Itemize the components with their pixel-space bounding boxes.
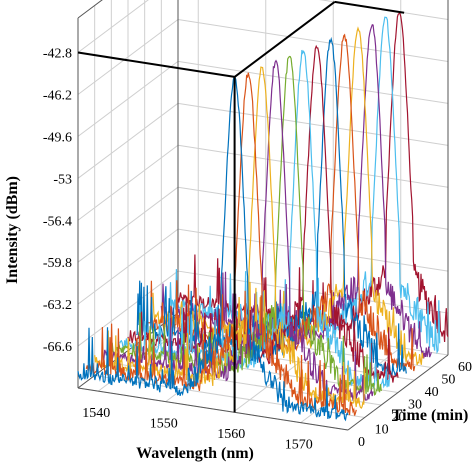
y-tick-label: 60 — [458, 360, 472, 375]
z-tick-label: -66.6 — [43, 340, 72, 355]
chart-series — [77, 12, 449, 422]
axis-edge — [77, 387, 349, 431]
grid-line — [177, 186, 449, 230]
z-tick-label: -63.2 — [43, 298, 72, 313]
chart-ticks: -42.8 -46.2 -49.6 -53 -56.4 -59.8 -63.2 -66.6 15… — [43, 47, 472, 453]
y-tick-label: 30 — [408, 398, 422, 413]
spectrum-series-line — [77, 76, 349, 422]
y-tick-label: 20 — [391, 410, 405, 425]
axis-edge — [77, 0, 103, 19]
grid-line — [177, 102, 449, 146]
x-tick-label: 1550 — [150, 417, 178, 432]
y-tick-label: 50 — [441, 373, 455, 388]
axis-edge — [347, 354, 449, 431]
grid-line — [177, 228, 449, 272]
x-tick-label: 1570 — [285, 438, 313, 453]
z-tick-label: -53 — [53, 172, 72, 187]
marker-back-line — [334, 0, 405, 14]
grid-line — [161, 325, 432, 368]
z-axis-label: Intensity (dBm) — [4, 176, 21, 284]
grid-line — [177, 144, 449, 188]
spectrum-series-line — [160, 24, 432, 359]
z-tick-label: -56.4 — [43, 214, 72, 229]
y-tick-label: 10 — [375, 423, 389, 438]
z-tick-label: -49.6 — [43, 130, 72, 145]
z-tick-label: -42.8 — [43, 47, 72, 62]
peak-marker — [77, 0, 405, 413]
z-tick-label: -59.8 — [43, 256, 72, 271]
y-tick-label: 40 — [425, 385, 439, 400]
spectrum-series-line — [110, 55, 382, 396]
spectrum-series-line — [102, 59, 374, 403]
x-tick-label: 1540 — [82, 406, 110, 421]
z-tick-label: -46.2 — [43, 88, 72, 103]
grid-line — [177, 18, 449, 62]
marker-horizontal-line — [77, 51, 235, 78]
spectrum-series-line — [169, 16, 441, 355]
x-axis-label: Wavelength (nm) — [136, 445, 254, 462]
grid-line — [319, 0, 449, 21]
spectrum-series-line — [85, 72, 357, 416]
y-axis-label: Time (min) — [392, 407, 469, 424]
spectrum-series-line — [127, 44, 399, 383]
x-tick-label: 1560 — [217, 427, 245, 442]
marker-depth-line — [234, 1, 336, 78]
y-tick-label: 0 — [358, 435, 365, 450]
